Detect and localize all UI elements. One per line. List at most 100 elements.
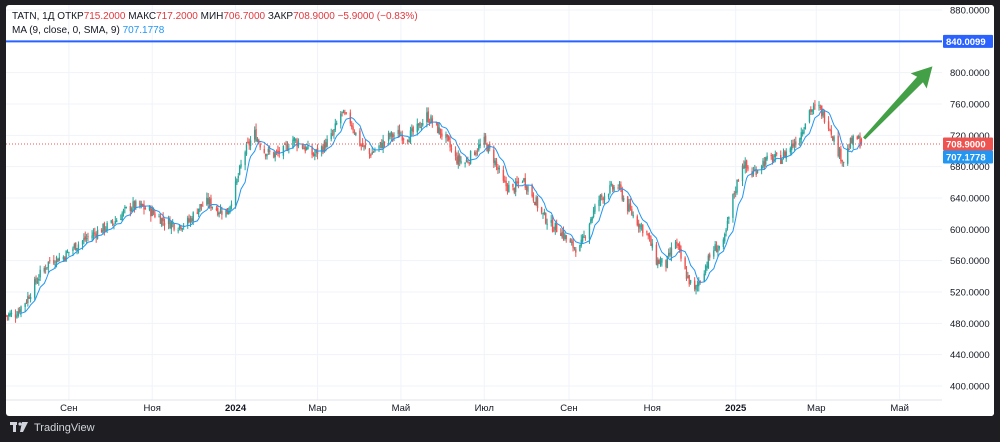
candle-body (842, 161, 845, 163)
candle-body (647, 233, 649, 236)
candle-body (580, 239, 582, 246)
candle-body (464, 162, 466, 164)
price-chart[interactable]: 400.0000 440.0000 480.0000 520.0000 560.0000… (6, 5, 994, 416)
close-value: 708.9000 (293, 11, 335, 22)
candle-body (152, 209, 155, 214)
candle-body (315, 149, 317, 153)
ma-legend[interactable]: MA (9, close, 0, SMA, 9) 707.1778 (12, 25, 164, 37)
candle-body (651, 243, 654, 248)
candle-body (125, 206, 127, 208)
candle-body (374, 150, 376, 152)
candle-body (420, 126, 423, 128)
candle-body (594, 205, 596, 212)
candle-body (360, 144, 362, 146)
candle-body (297, 142, 300, 147)
candle-body (584, 237, 587, 239)
x-tick-label: Мар (807, 403, 826, 414)
candle-body (150, 207, 152, 217)
price-label-box (943, 137, 993, 151)
candle-body (521, 181, 524, 183)
price-label-text: 707.1778 (946, 153, 986, 164)
candle-body (665, 259, 667, 268)
candle-body (737, 180, 740, 182)
candle-body (387, 132, 390, 141)
y-tick-label: 720.0000 (950, 131, 990, 142)
candle-body (661, 258, 663, 263)
candle-body (249, 140, 252, 147)
candle-body (92, 232, 95, 236)
candle-body (228, 210, 230, 215)
candle-body (531, 184, 533, 197)
candle-body (831, 136, 834, 141)
candle-body (540, 207, 543, 213)
candle-body (140, 203, 142, 206)
candle-body (320, 146, 323, 153)
candle-body (818, 104, 820, 107)
candle-body (736, 179, 738, 193)
candle-body (344, 112, 346, 114)
arrow-shape (863, 66, 933, 140)
candle-body (427, 111, 429, 122)
candle-body (296, 140, 298, 147)
candle-body (72, 248, 74, 251)
candle-body (255, 128, 257, 142)
footer-bar: TradingView (0, 416, 1000, 442)
candle-body (199, 204, 201, 210)
candle-body (814, 104, 816, 106)
candle-body (762, 160, 764, 168)
chart-frame[interactable]: 400.0000 440.0000 480.0000 520.0000 560.0000… (6, 5, 994, 416)
candle-body (178, 224, 181, 229)
candle-body (833, 136, 835, 142)
candle-body (25, 301, 28, 303)
candle-body (621, 189, 623, 200)
candle-body (368, 148, 371, 154)
candle-body (278, 150, 280, 154)
candle-body (856, 136, 858, 140)
candle-body (465, 160, 468, 163)
candle-body (341, 111, 343, 113)
candle-body (167, 218, 170, 225)
candle-body (381, 142, 383, 149)
candle-body (478, 144, 480, 151)
candle-body (248, 141, 250, 146)
candle-body (677, 243, 679, 246)
price-axis[interactable] (942, 5, 994, 416)
candle-body (294, 139, 297, 141)
candle-body (253, 130, 256, 140)
candle-body (359, 130, 361, 146)
candle-body (573, 247, 576, 249)
candle-body (66, 251, 69, 253)
candle-body (666, 256, 669, 268)
candle-body (696, 284, 699, 287)
candle-body (575, 249, 577, 253)
candle-body (620, 184, 622, 190)
candle-body (560, 233, 562, 237)
candle-body (590, 219, 592, 224)
candle-body (311, 146, 313, 155)
candle-body (532, 194, 535, 201)
candle-body (39, 269, 41, 278)
candle-body (763, 161, 766, 167)
tradingview-logo[interactable]: TradingView (10, 422, 95, 434)
open-label: ОТКР (57, 11, 84, 22)
candle-body (148, 206, 151, 210)
candle-body (676, 241, 678, 244)
candle-body (379, 142, 382, 146)
candle-body (774, 153, 776, 158)
candle-body (668, 252, 670, 257)
candle-body (483, 136, 485, 145)
price-label-text: 840.0099 (946, 37, 986, 48)
candle-body (237, 176, 239, 178)
candle-body (810, 109, 812, 112)
candle-body (678, 244, 681, 251)
candle-body (141, 204, 144, 207)
candle-body (236, 178, 238, 184)
candle-body (352, 126, 354, 131)
candle-body (487, 144, 490, 153)
candle-body (588, 224, 591, 239)
candle-body (428, 121, 431, 123)
candle-body (801, 131, 804, 135)
trend-arrow[interactable] (856, 59, 940, 146)
candle-body (706, 266, 708, 268)
candle-body (693, 280, 696, 290)
